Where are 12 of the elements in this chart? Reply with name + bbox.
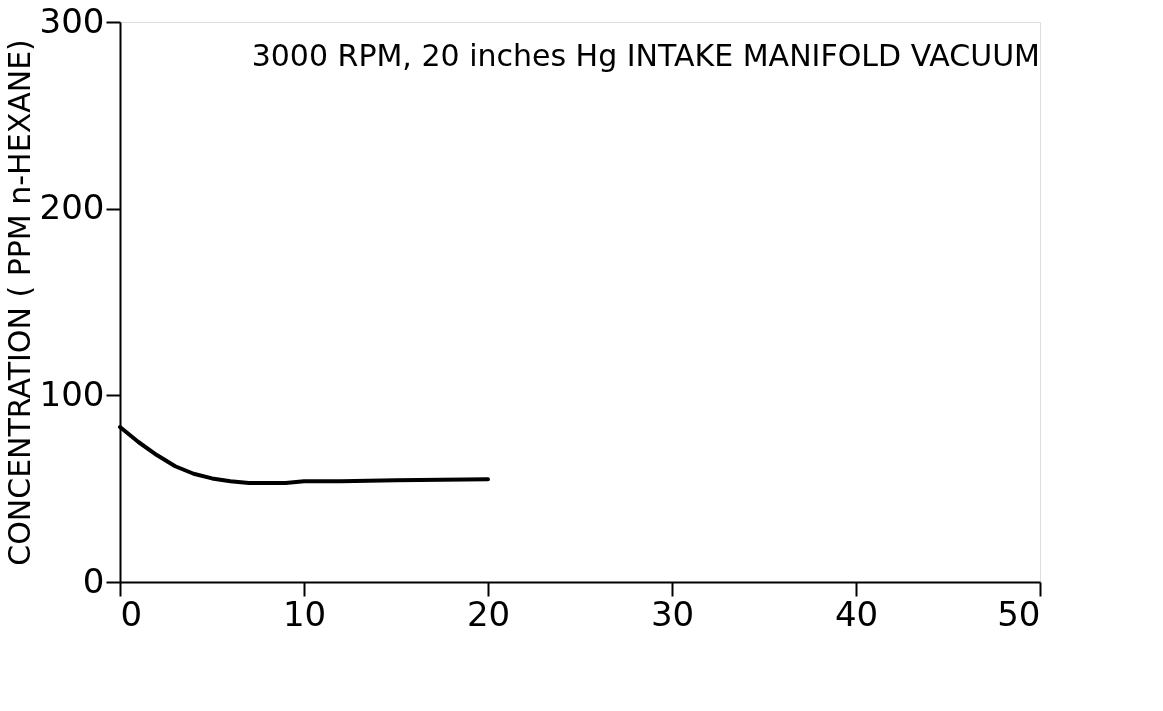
- annotation: 3000 RPM, 20 inches Hg INTAKE MANIFOLD VACUUM: [251, 38, 1040, 73]
- x-tick-label: 20: [466, 593, 511, 634]
- x-tick-label: 40: [834, 593, 879, 634]
- x-tick-label: 10: [282, 593, 327, 634]
- y-tick-label: 100: [39, 373, 105, 414]
- y-axis-title: CONCENTRATION ( PPM n-HEXANE): [1, 39, 37, 566]
- y-tick-label: 200: [39, 187, 105, 228]
- x-tick-label: 0: [120, 593, 143, 634]
- x-tick-label: 50: [997, 593, 1041, 634]
- y-tick-label: 300: [39, 0, 105, 41]
- y-tick-label: 0: [82, 560, 105, 601]
- x-tick-label: 30: [650, 593, 695, 634]
